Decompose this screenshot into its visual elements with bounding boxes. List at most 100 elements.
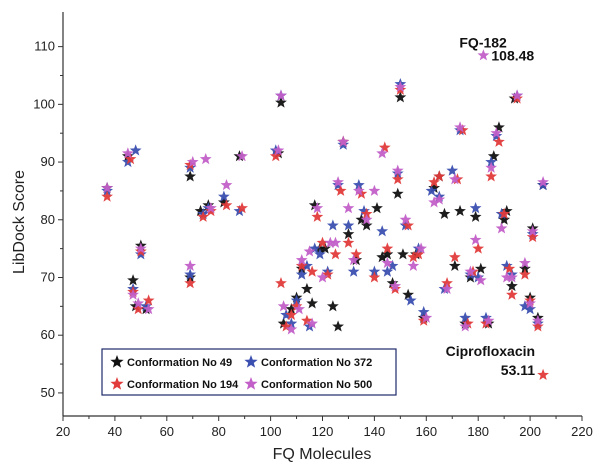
data-point [132, 303, 145, 315]
data-point [397, 248, 409, 260]
data-point [428, 196, 440, 208]
y-tick-label: 110 [34, 39, 55, 54]
data-point [324, 236, 337, 248]
data-point [129, 144, 142, 156]
data-point [342, 228, 355, 240]
data-point [498, 213, 511, 225]
data-point [314, 242, 326, 254]
data-point [314, 248, 326, 260]
data-point [506, 271, 518, 283]
y-axis-title: LibDock Score [11, 170, 28, 274]
data-point [376, 251, 389, 263]
data-point [386, 259, 399, 271]
y-tick-label: 90 [41, 154, 55, 169]
series-4 [101, 49, 549, 335]
x-tick-label: 180 [467, 424, 489, 439]
data-point [306, 297, 319, 309]
data-point [301, 259, 313, 271]
data-point [326, 300, 339, 312]
x-tick-label: 140 [364, 424, 386, 439]
data-point [101, 181, 114, 194]
data-point [428, 176, 440, 188]
data-point [350, 248, 363, 260]
data-point [132, 297, 145, 309]
data-point [352, 178, 365, 191]
data-point [498, 207, 511, 220]
x-tick-label: 80 [211, 424, 225, 439]
data-point [127, 274, 139, 286]
data-point [459, 320, 472, 332]
data-markers [101, 49, 549, 380]
data-point [415, 242, 428, 254]
annotation-value: 108.48 [491, 47, 534, 63]
series-1 [101, 91, 549, 332]
data-point [407, 259, 420, 271]
data-point [205, 202, 217, 214]
data-point [526, 225, 539, 237]
data-point [487, 150, 500, 162]
data-point [433, 170, 446, 182]
data-point [308, 199, 321, 211]
data-point [311, 210, 324, 222]
annotation-value: 53.11 [501, 362, 535, 378]
data-point [461, 317, 474, 329]
data-point [448, 259, 461, 271]
data-point [140, 300, 152, 312]
data-point [485, 155, 498, 168]
data-point [441, 277, 453, 289]
data-point [285, 308, 298, 321]
data-point [277, 300, 290, 312]
data-point [493, 121, 505, 133]
legend-marker [244, 377, 258, 390]
data-point [454, 204, 466, 217]
data-point [391, 187, 404, 199]
data-point [184, 259, 197, 271]
data-point [311, 202, 324, 214]
data-point [519, 300, 531, 312]
data-point [524, 297, 536, 309]
data-point [469, 233, 482, 245]
data-point [342, 219, 355, 231]
data-point [347, 253, 360, 266]
data-point [441, 282, 453, 295]
data-point [469, 210, 482, 222]
data-point [194, 204, 207, 217]
data-point [495, 222, 508, 234]
x-tick-label: 20 [56, 424, 70, 439]
data-point [391, 164, 404, 176]
data-point [402, 219, 415, 231]
data-point [485, 170, 498, 182]
data-point [519, 268, 531, 280]
data-point [459, 311, 472, 323]
data-point [399, 213, 412, 225]
data-point [360, 219, 373, 231]
data-point [124, 152, 137, 165]
data-point [272, 144, 285, 156]
x-tick-label: 60 [160, 424, 174, 439]
x-tick-label: 200 [519, 424, 541, 439]
data-point [280, 308, 293, 321]
data-point [306, 265, 319, 277]
data-point [417, 305, 430, 318]
data-point [474, 274, 487, 286]
data-point [519, 262, 531, 274]
y-axis: 50 60 70 80 90 100 110 [33, 39, 63, 400]
data-point [381, 242, 394, 254]
data-point [531, 314, 544, 326]
data-point [334, 184, 347, 196]
data-point [412, 248, 425, 260]
x-axis-title: FQ Molecules [273, 446, 372, 463]
data-point [355, 213, 368, 225]
data-point [448, 251, 461, 263]
x-tick-label: 120 [312, 424, 334, 439]
data-point [381, 265, 394, 277]
data-point [316, 236, 329, 248]
data-point [295, 253, 308, 266]
data-point [394, 80, 407, 93]
data-point [482, 314, 495, 326]
data-point [524, 303, 536, 315]
data-point [500, 204, 513, 217]
data-point [464, 265, 477, 277]
